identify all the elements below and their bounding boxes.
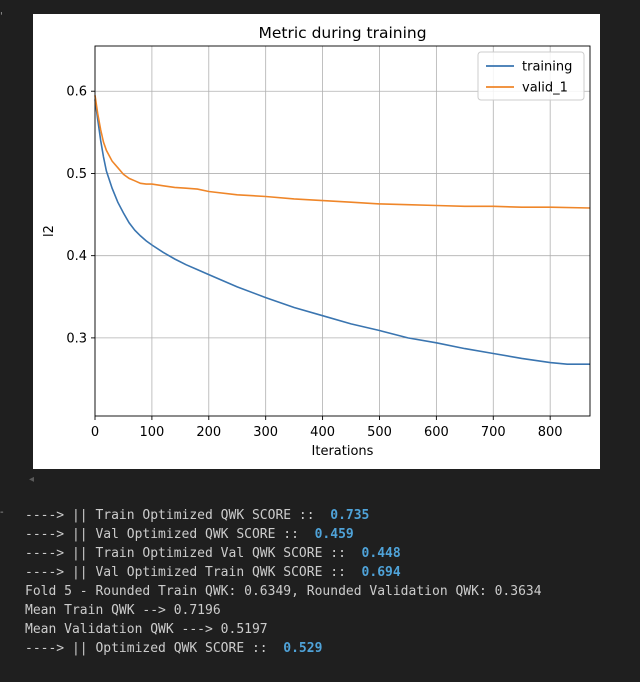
- x-tick-label: 700: [481, 425, 506, 440]
- log-text: ----> || Optimized QWK SCORE ::: [25, 641, 284, 656]
- plot-output-panel: 0 100 200 300 400 500 600 700 800 0.3 0.4 0.5 0.6 Met…: [33, 14, 600, 469]
- log-text: Mean Validation QWK ---> 0.5197: [25, 622, 268, 637]
- log-text: Fold 5 - Rounded Train QWK: 0.6349, Roun…: [25, 584, 542, 599]
- y-tick-label: 0.6: [66, 85, 87, 100]
- x-tick-label: 0: [91, 425, 99, 440]
- series-line-valid-1: [94, 95, 591, 209]
- score-value: 0.459: [314, 527, 354, 542]
- y-tick-label: 0.4: [66, 249, 87, 264]
- log-line: ----> || Val Optimized Train QWK SCORE :…: [25, 563, 542, 582]
- legend-box: [477, 51, 585, 101]
- console-output: ----> || Train Optimized QWK SCORE :: 0.…: [25, 506, 542, 658]
- score-value: 0.735: [330, 508, 370, 523]
- log-line: Mean Train QWK --> 0.7196: [25, 601, 542, 620]
- x-tick-label: 100: [139, 425, 164, 440]
- legend-label-training: training: [522, 60, 572, 75]
- x-tick-label: 800: [538, 425, 563, 440]
- y-tick-label: 0.5: [66, 167, 87, 182]
- score-value: 0.694: [361, 565, 401, 580]
- log-line: ----> || Optimized QWK SCORE :: 0.529: [25, 639, 542, 658]
- log-line: ----> || Val Optimized QWK SCORE :: 0.45…: [25, 525, 542, 544]
- scroll-marker-top: ': [0, 11, 3, 22]
- legend-label-valid-1: valid_1: [522, 81, 568, 96]
- log-text: ----> || Train Optimized QWK SCORE ::: [25, 508, 331, 523]
- x-tick-label: 300: [253, 425, 278, 440]
- scroll-left-icon[interactable]: ◂: [29, 474, 35, 485]
- log-text: Mean Train QWK --> 0.7196: [25, 603, 221, 618]
- plot-frame: [94, 45, 591, 417]
- score-value: 0.529: [283, 641, 323, 656]
- log-line: ----> || Train Optimized Val QWK SCORE :…: [25, 544, 542, 563]
- y-tick-label: 0.3: [66, 331, 87, 346]
- log-line: Fold 5 - Rounded Train QWK: 0.6349, Roun…: [25, 582, 542, 601]
- x-tick-label: 400: [310, 425, 335, 440]
- log-text: ----> || Val Optimized QWK SCORE ::: [25, 527, 315, 542]
- x-axis-label: Iterations: [312, 444, 374, 459]
- score-value: 0.448: [361, 546, 401, 561]
- scroll-marker-console: -: [0, 507, 4, 518]
- log-line: Mean Validation QWK ---> 0.5197: [25, 620, 542, 639]
- line-chart: 0 100 200 300 400 500 600 700 800 0.3 0.4 0.5 0.6 Met…: [42, 24, 591, 459]
- y-axis-label: l2: [42, 225, 57, 237]
- x-tick-label: 500: [367, 425, 392, 440]
- x-tick-label: 200: [196, 425, 221, 440]
- x-tick-label: 600: [424, 425, 449, 440]
- log-text: ----> || Train Optimized Val QWK SCORE :…: [25, 546, 362, 561]
- series-line-training: [94, 99, 590, 365]
- log-text: ----> || Val Optimized Train QWK SCORE :…: [25, 565, 362, 580]
- chart-title: Metric during training: [258, 24, 426, 42]
- log-line: ----> || Train Optimized QWK SCORE :: 0.…: [25, 506, 542, 525]
